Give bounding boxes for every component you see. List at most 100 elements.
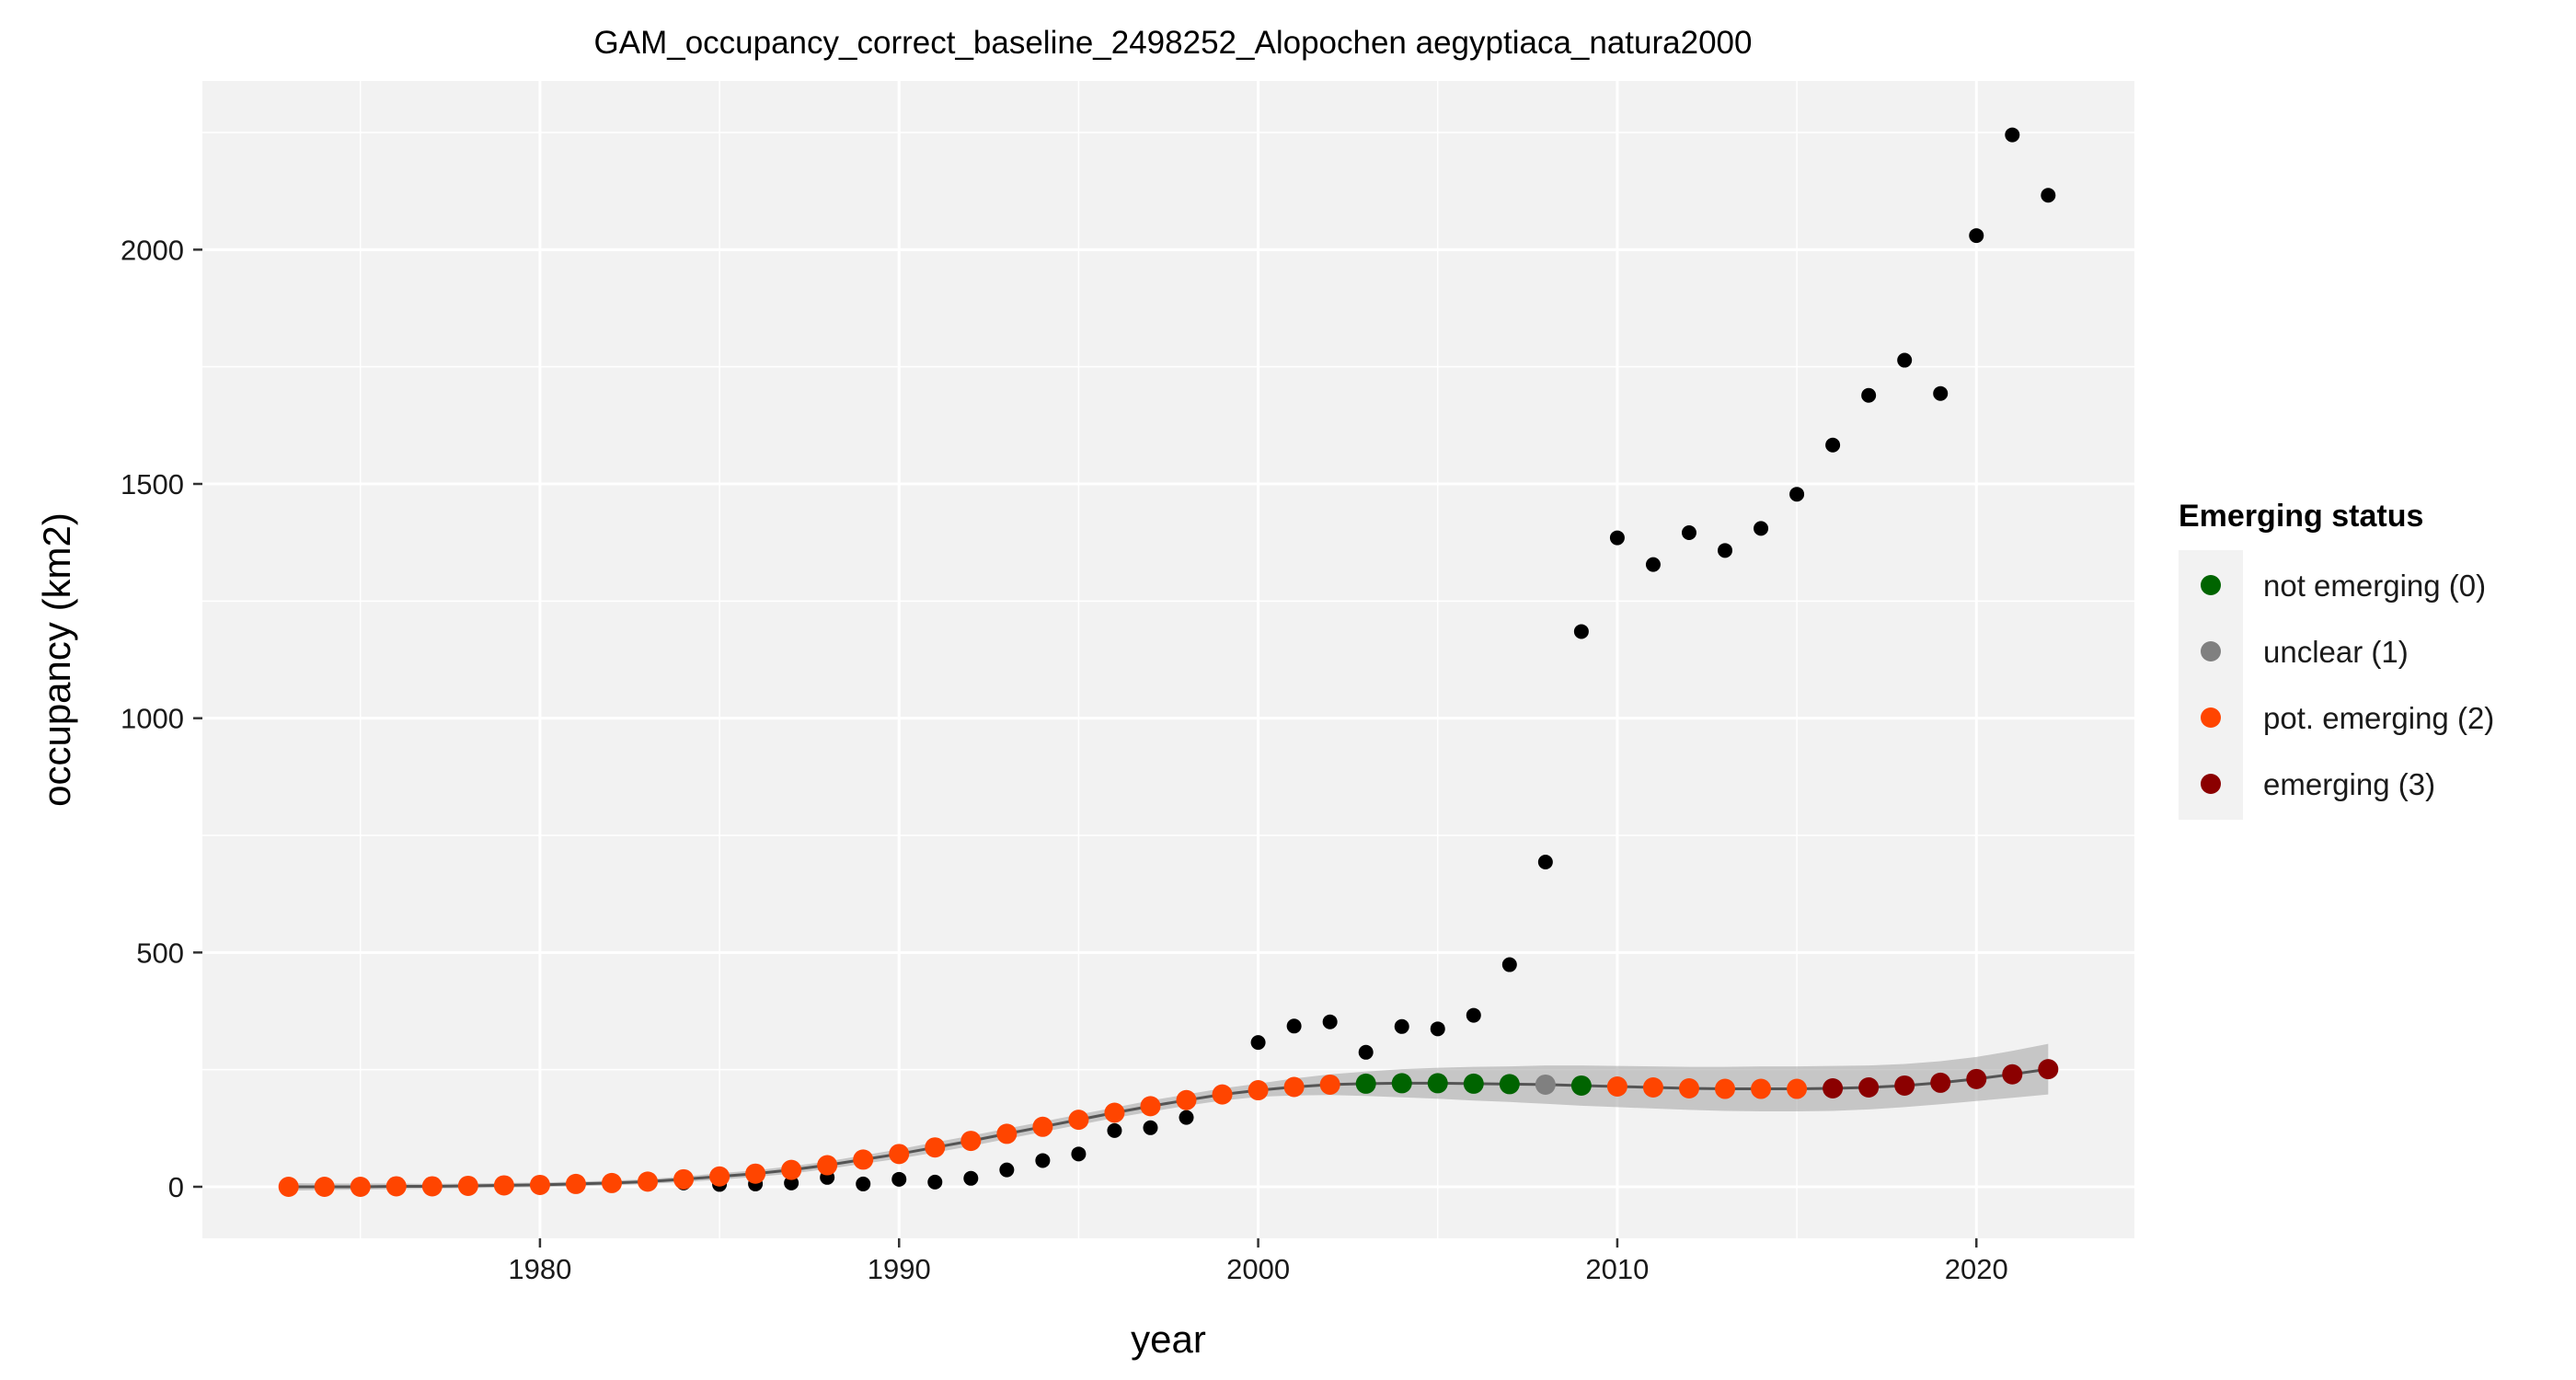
- smoothed-point: [889, 1144, 910, 1165]
- smoothed-point: [1176, 1089, 1197, 1110]
- smoothed-point: [314, 1176, 335, 1197]
- observed-point: [891, 1171, 907, 1187]
- smoothed-point: [1319, 1074, 1340, 1095]
- smoothed-point: [1930, 1072, 1951, 1093]
- observed-point: [1825, 437, 1841, 453]
- smoothed-point: [1642, 1077, 1663, 1098]
- x-axis-title: year: [1131, 1317, 1206, 1361]
- legend-items: not emerging (0) unclear (1) pot. emerging…: [2201, 569, 2494, 801]
- observed-point: [1143, 1120, 1158, 1135]
- chart-title: GAM_occupancy_correct_baseline_2498252_A…: [594, 25, 1753, 61]
- observed-point: [1358, 1044, 1374, 1060]
- confidence-ribbon: [288, 1043, 2049, 1191]
- smoothed-points-layer: [278, 1059, 2059, 1197]
- smoothed-point: [1032, 1116, 1053, 1137]
- y-tick-label: 2000: [121, 234, 184, 266]
- observed-point: [1394, 1018, 1409, 1034]
- observed-point: [1071, 1146, 1087, 1162]
- legend-key-dot: [2201, 774, 2221, 794]
- y-tick-label: 500: [136, 937, 184, 969]
- smoothed-point: [1212, 1084, 1233, 1105]
- x-tick-label: 2020: [1945, 1253, 2008, 1285]
- observed-point: [1501, 957, 1517, 972]
- legend-title: Emerging status: [2179, 499, 2423, 534]
- smoothed-point: [817, 1155, 838, 1176]
- smoothed-point: [1283, 1076, 1305, 1098]
- y-tick-label: 1500: [121, 468, 184, 500]
- legend-key-dot: [2201, 641, 2221, 661]
- observed-point: [1789, 487, 1805, 502]
- x-tick-label: 2000: [1226, 1253, 1290, 1285]
- legend-key-dot: [2201, 575, 2221, 595]
- smoothed-point: [745, 1163, 766, 1184]
- y-axis: 0 500 1000 1500 2000: [121, 234, 202, 1203]
- x-axis: 1980 1990 2000 2010 2020: [508, 1238, 2008, 1285]
- legend: Emerging status not emerging (0) unclear …: [2179, 499, 2494, 820]
- smoothed-point: [493, 1175, 514, 1196]
- legend-label: pot. emerging (2): [2263, 701, 2494, 735]
- observed-point: [1179, 1110, 1194, 1125]
- observed-point: [2041, 188, 2056, 203]
- x-tick-label: 1980: [508, 1253, 571, 1285]
- smoothed-point: [1140, 1096, 1161, 1117]
- observed-point: [1609, 530, 1625, 546]
- smoothed-point: [1894, 1075, 1915, 1096]
- smoothed-point: [1499, 1074, 1520, 1095]
- observed-point: [1573, 624, 1589, 639]
- observed-point: [856, 1176, 871, 1191]
- smoothed-point: [996, 1123, 1018, 1144]
- smoothed-point: [1823, 1078, 1844, 1099]
- smoothed-point: [2002, 1064, 2023, 1085]
- smoothed-point: [421, 1176, 443, 1197]
- legend-label: emerging (3): [2263, 767, 2435, 801]
- smoothed-point: [673, 1168, 695, 1190]
- smoothed-point: [1606, 1075, 1627, 1097]
- observed-point: [1645, 557, 1661, 572]
- smoothed-point: [1355, 1073, 1376, 1094]
- smoothed-point: [1427, 1073, 1448, 1094]
- x-tick-label: 1990: [868, 1253, 931, 1285]
- x-tick-label: 2010: [1585, 1253, 1649, 1285]
- plot-panel: [202, 81, 2134, 1238]
- smoothed-point: [1104, 1102, 1125, 1123]
- smoothed-point: [960, 1131, 982, 1152]
- smoothed-point: [1966, 1068, 1987, 1089]
- observed-point: [784, 1175, 799, 1190]
- smoothed-point: [1535, 1074, 1556, 1095]
- smoothed-point: [601, 1172, 622, 1193]
- y-axis-title: occupancy (km2): [35, 512, 78, 807]
- smoothed-point: [1751, 1078, 1772, 1099]
- observed-point: [1537, 855, 1553, 870]
- observed-point: [1681, 524, 1696, 540]
- legend-key-dot: [2201, 707, 2221, 728]
- smoothed-point: [278, 1176, 299, 1197]
- observed-point: [1969, 228, 1984, 244]
- smoothed-point: [709, 1166, 730, 1187]
- smoothed-point: [781, 1159, 802, 1180]
- smoothed-point: [1248, 1080, 1269, 1101]
- smoothed-point: [1858, 1077, 1880, 1098]
- smoothed-point: [1570, 1075, 1592, 1096]
- observed-point: [1933, 385, 1949, 401]
- observed-point: [1250, 1035, 1266, 1051]
- smoothed-point: [529, 1174, 550, 1195]
- observed-point: [2005, 127, 2020, 143]
- smoothed-point: [1463, 1073, 1484, 1094]
- smoothed-point: [925, 1137, 946, 1158]
- smoothed-point: [2038, 1059, 2059, 1080]
- smoothed-point: [853, 1149, 874, 1170]
- observed-point: [1286, 1018, 1302, 1034]
- smoothed-point: [350, 1176, 371, 1197]
- observed-point: [1107, 1122, 1122, 1138]
- observed-point: [1466, 1007, 1481, 1023]
- observed-point: [1035, 1153, 1051, 1168]
- smoothed-point: [1068, 1110, 1089, 1131]
- observed-point: [1322, 1014, 1338, 1029]
- observed-point: [963, 1170, 979, 1186]
- observed-point: [1718, 543, 1733, 558]
- grid-minor: [202, 81, 2157, 1238]
- observed-point: [1754, 521, 1769, 536]
- observed-point: [1897, 352, 1913, 368]
- smoothed-point: [1678, 1078, 1699, 1099]
- observed-point: [927, 1174, 943, 1190]
